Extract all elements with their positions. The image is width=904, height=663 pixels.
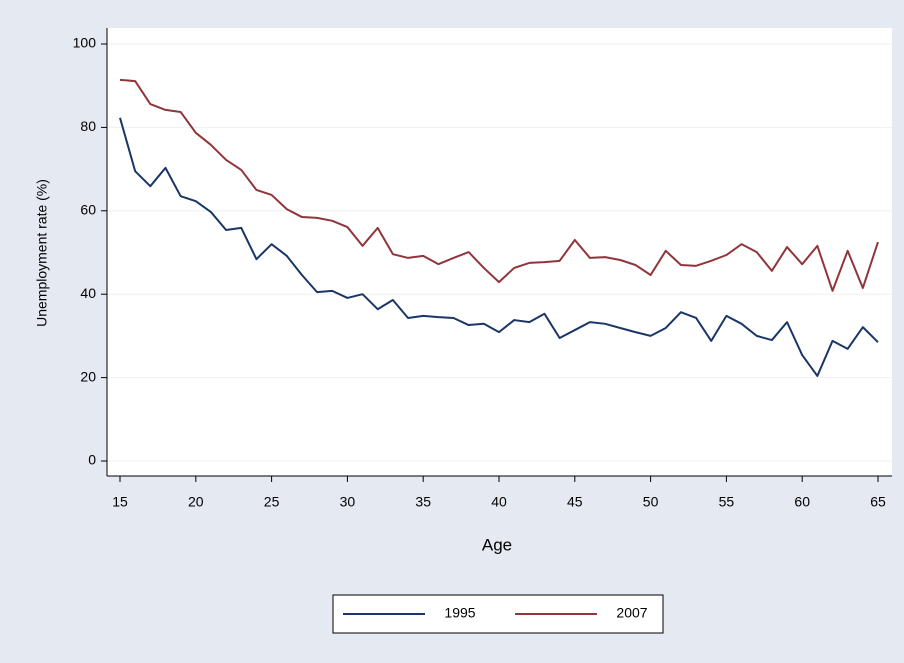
x-tick-label: 50 <box>643 494 659 510</box>
legend-label: 1995 <box>444 605 475 621</box>
x-tick-label: 30 <box>340 494 356 510</box>
series-line <box>119 78 879 292</box>
y-axis-title: Unemployment rate (%) <box>34 179 50 327</box>
series-line <box>119 117 879 377</box>
y-tick-label: 0 <box>88 452 96 468</box>
x-tick-label: 40 <box>491 494 507 510</box>
x-tick-label: 35 <box>415 494 431 510</box>
x-tick-label: 15 <box>112 494 128 510</box>
y-tick-label: 60 <box>80 202 96 218</box>
x-tick-label: 65 <box>870 494 886 510</box>
y-tick-label: 40 <box>80 285 96 301</box>
y-tick-label: 20 <box>80 368 96 384</box>
x-tick-label: 25 <box>264 494 280 510</box>
x-tick-label: 55 <box>719 494 735 510</box>
x-axis-title: Age <box>482 535 512 554</box>
plot-area <box>107 28 892 476</box>
y-tick-label: 100 <box>73 35 97 51</box>
legend-label: 2007 <box>616 605 647 621</box>
x-tick-label: 20 <box>188 494 204 510</box>
x-tick-label: 60 <box>794 494 810 510</box>
x-tick-label: 45 <box>567 494 583 510</box>
y-tick-label: 80 <box>80 118 96 134</box>
